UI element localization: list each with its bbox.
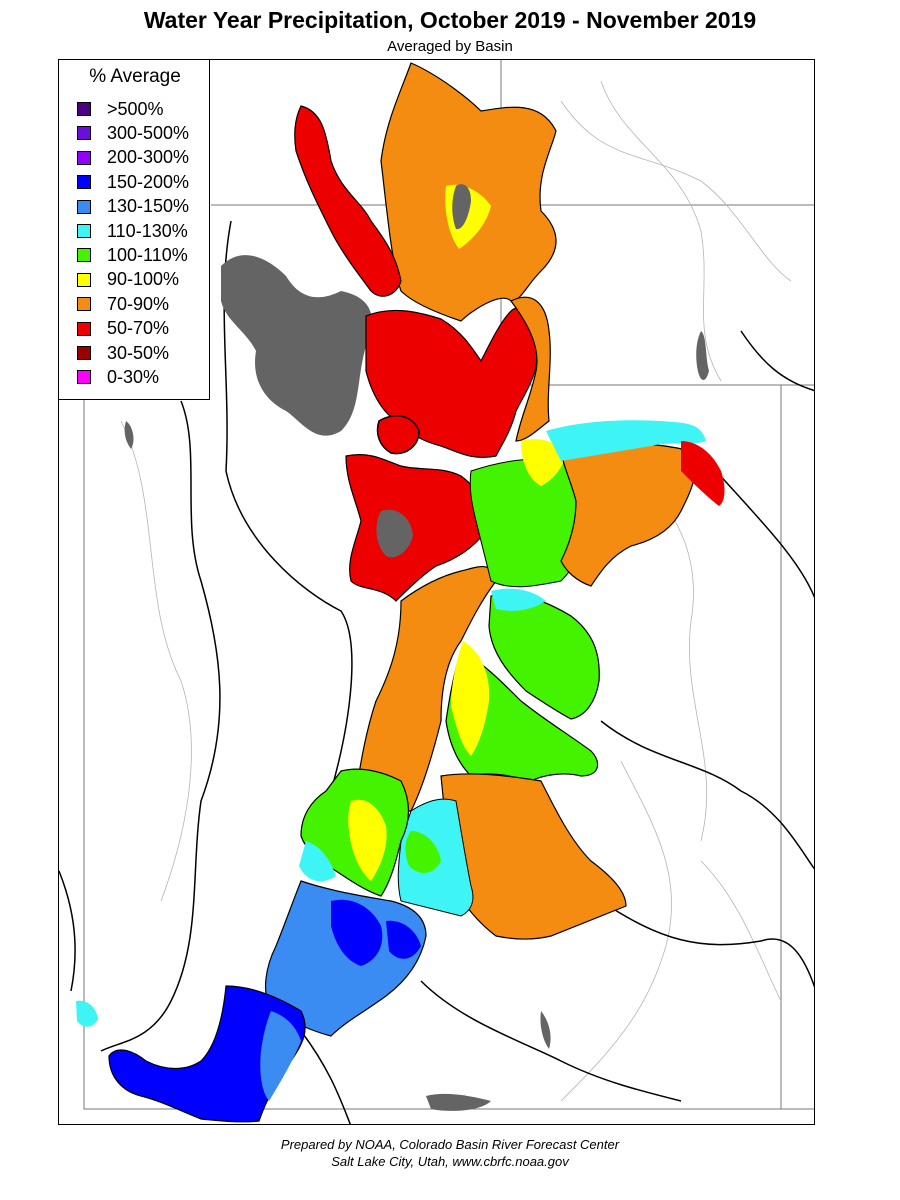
- legend-swatch: [77, 102, 91, 116]
- basin-sevier-cyan: [299, 841, 336, 882]
- reservoir-flaming-gorge: [452, 184, 471, 230]
- legend-swatch: [77, 297, 91, 312]
- basin-east-red: [681, 441, 725, 506]
- basin-boundary: [600, 900, 814, 988]
- state-line-nv-az: [83, 385, 814, 1110]
- basin-price-cyan: [491, 588, 546, 611]
- legend-label: 200-300%: [107, 147, 190, 168]
- river-line: [120, 420, 192, 902]
- legend-item: 30-50%: [77, 342, 169, 364]
- basin-virgin-lower: [108, 985, 306, 1123]
- basin-small-red: [376, 415, 420, 455]
- legend-label: >500%: [107, 98, 164, 119]
- legend-item: 110-130%: [77, 220, 188, 242]
- legend-item: 90-100%: [77, 269, 179, 291]
- rivers: [120, 80, 792, 1102]
- basin-boundary: [740, 330, 814, 392]
- legend-label: 150-200%: [107, 171, 190, 192]
- basin-price: [488, 594, 600, 720]
- basin-yampa-cyan: [546, 420, 706, 461]
- basin-virgin-lightblue: [260, 1011, 301, 1101]
- credit-line-2: Salt Lake City, Utah, www.cbrfc.noaa.gov: [331, 1154, 569, 1169]
- basin-sevier-upper: [355, 566, 497, 812]
- great-salt-lake: [221, 255, 372, 436]
- legend-label: 100-110%: [107, 244, 188, 265]
- reservoir: [124, 421, 134, 449]
- map-canvas: [59, 60, 814, 1124]
- legend-swatch: [77, 346, 91, 360]
- legend-swatch: [77, 175, 91, 190]
- legend-swatch: [77, 224, 91, 238]
- legend-label: 90-100%: [107, 269, 180, 290]
- basin-escalante: [440, 773, 627, 940]
- basin-sevier-yellow: [348, 799, 387, 881]
- basin-boundary: [600, 720, 814, 870]
- river-line: [560, 100, 792, 282]
- legend-swatch: [77, 199, 91, 214]
- basin-virgin-upper: [265, 880, 427, 1037]
- legend-item: 50-70%: [77, 318, 169, 340]
- reservoir: [696, 331, 709, 381]
- basin-west-cyan: [76, 1000, 98, 1027]
- reservoir: [540, 1011, 551, 1049]
- basin-bear-river: [294, 105, 402, 297]
- legend-swatch: [77, 321, 91, 336]
- basin-fills: [76, 62, 725, 1123]
- legend-label: 70-90%: [107, 293, 170, 314]
- river-line: [600, 80, 722, 382]
- outer-basins: [59, 220, 814, 1124]
- basin-yellow-strip: [451, 641, 490, 756]
- legend-item: 150-200%: [77, 171, 189, 193]
- legend-item: 100-110%: [77, 244, 188, 266]
- basin-green-patch: [405, 831, 441, 873]
- legend-item: 200-300%: [77, 147, 189, 169]
- basin-boundary: [223, 220, 353, 792]
- basin-virgin-blue: [331, 899, 383, 966]
- basin-virgin-blue-2: [386, 920, 421, 959]
- legend-swatch: [77, 126, 91, 141]
- legend-label: 30-50%: [107, 342, 170, 363]
- legend-swatch: [77, 370, 91, 385]
- legend-label: 50-70%: [107, 318, 170, 339]
- legend-label: 130-150%: [107, 196, 190, 217]
- legend-swatch: [77, 248, 91, 263]
- river-line: [560, 760, 672, 1102]
- basin-uinta-yellow: [521, 439, 566, 486]
- legend-title: % Average: [89, 66, 181, 87]
- river-line: [700, 860, 782, 1002]
- legend-swatch: [77, 150, 91, 165]
- precipitation-map: [58, 59, 815, 1125]
- credit-line-1: Prepared by NOAA, Colorado Basin River F…: [280, 1137, 620, 1152]
- legend-label: 300-500%: [107, 122, 190, 143]
- basin-utah-lake: [345, 454, 488, 602]
- utah-lake: [376, 509, 413, 558]
- legend-item: 130-150%: [77, 196, 189, 218]
- legend-swatch: [77, 272, 91, 287]
- reservoirs: [124, 331, 709, 1111]
- legend-item: 300-500%: [77, 122, 189, 144]
- basin-boundary: [100, 400, 221, 1052]
- basin-boundary: [420, 980, 682, 1102]
- map-subtitle: Averaged by Basin: [387, 38, 513, 55]
- legend-label: 110-130%: [107, 220, 188, 241]
- basin-boundary: [715, 470, 814, 599]
- legend-item: 0-30%: [77, 366, 159, 388]
- reservoir-powell: [426, 1093, 491, 1111]
- legend-label: 0-30%: [107, 366, 160, 387]
- basin-east-slope: [510, 296, 551, 442]
- basin-boundary: [300, 1030, 352, 1124]
- map-title: Water Year Precipitation, October 2019 -…: [143, 7, 757, 33]
- legend: % Average >500% 300-500% 200-300% 150-200% 1…: [58, 59, 210, 400]
- basin-duchesne: [560, 442, 696, 587]
- legend-item: 70-90%: [77, 293, 169, 315]
- basin-boundary: [59, 870, 76, 992]
- legend-item: >500%: [77, 98, 164, 120]
